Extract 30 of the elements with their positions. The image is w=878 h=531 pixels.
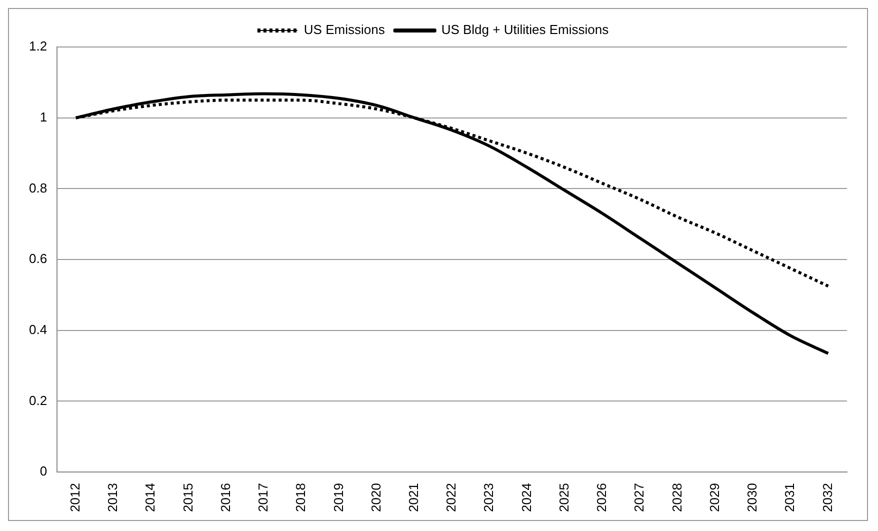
x-tick-label: 2031 bbox=[782, 483, 798, 512]
x-tick-label: 2030 bbox=[744, 483, 760, 512]
y-tick-label: 0.6 bbox=[28, 251, 48, 266]
x-tick-label: 2017 bbox=[256, 483, 271, 512]
y-tick-label: 0.4 bbox=[28, 322, 48, 337]
x-tick-label: 2021 bbox=[406, 483, 421, 512]
x-tick-label: 2012 bbox=[67, 483, 82, 512]
x-tick-label: 2029 bbox=[706, 483, 722, 512]
y-tick-label: 1 bbox=[40, 109, 48, 124]
x-tick-label: 2025 bbox=[556, 483, 572, 512]
x-tick-label: 2019 bbox=[330, 483, 346, 512]
x-tick-label: 2028 bbox=[669, 483, 684, 512]
x-tick-label: 2015 bbox=[180, 483, 196, 512]
y-tick-label: 0 bbox=[40, 464, 48, 479]
x-tick-label: 2016 bbox=[218, 483, 233, 512]
x-tick-label: 2027 bbox=[632, 483, 647, 512]
x-tick-label: 2024 bbox=[518, 483, 534, 512]
x-tick-label: 2023 bbox=[481, 483, 496, 512]
legend-label: US Emissions bbox=[304, 22, 386, 38]
y-tick-label: 1.2 bbox=[28, 38, 48, 54]
y-tick-label: 0.2 bbox=[28, 392, 48, 408]
x-tick-label: 2018 bbox=[293, 483, 308, 512]
legend-label: US Bldg + Utilities Emissions bbox=[441, 22, 610, 38]
x-tick-label: 2026 bbox=[594, 483, 610, 512]
x-tick-label: 2013 bbox=[105, 483, 120, 512]
x-tick-label: 2032 bbox=[820, 483, 835, 512]
y-tick-label: 0.8 bbox=[28, 180, 48, 196]
x-tick-label: 2022 bbox=[444, 483, 459, 512]
x-tick-label: 2014 bbox=[142, 483, 158, 512]
x-tick-label: 2020 bbox=[368, 483, 384, 512]
